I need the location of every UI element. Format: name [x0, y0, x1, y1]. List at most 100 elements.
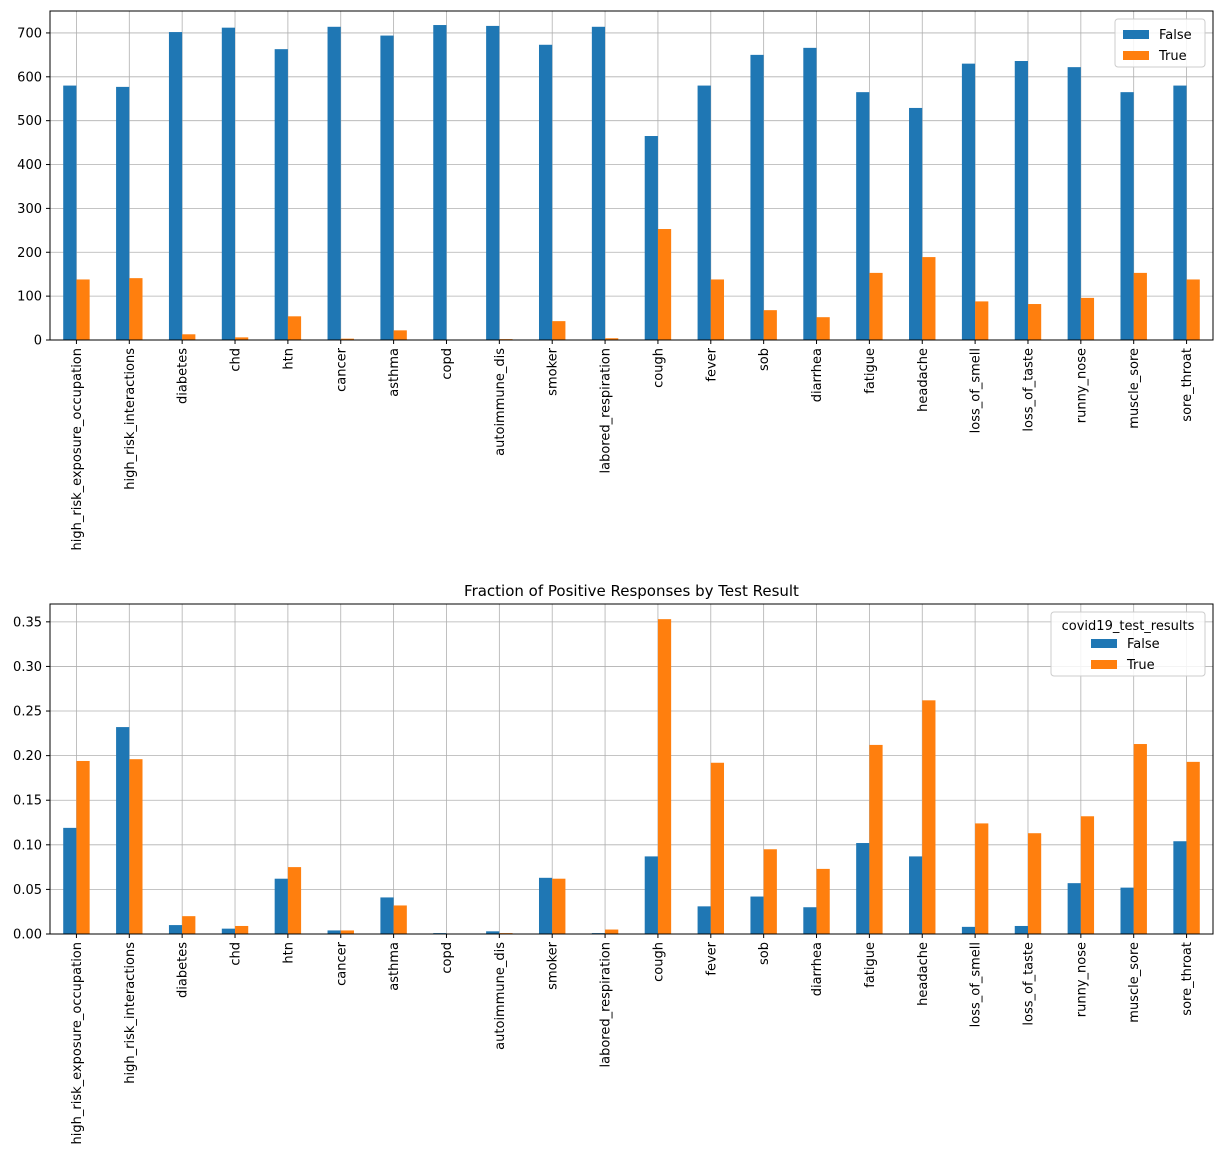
- bar: [552, 878, 566, 934]
- bar: [1120, 887, 1134, 934]
- x-tick-label: autoimmune_dis: [493, 348, 508, 456]
- x-tick-label: high_risk_exposure_occupation: [70, 348, 85, 550]
- x-tick-label: autoimmune_dis: [493, 942, 508, 1050]
- bar: [922, 700, 936, 934]
- y-tick-label: 100: [17, 290, 42, 305]
- bar: [750, 54, 764, 340]
- x-tick-label: sore_throat: [1180, 942, 1195, 1016]
- x-tick-label: cancer: [334, 347, 349, 391]
- bar: [1080, 816, 1095, 934]
- bar: [63, 85, 77, 340]
- bar: [803, 47, 817, 341]
- bar: [552, 321, 566, 340]
- y-tick-label: 0.35: [13, 615, 42, 630]
- y-tick-label: 0.30: [13, 660, 42, 675]
- bar: [168, 925, 183, 934]
- x-tick-label: asthma: [387, 348, 402, 397]
- bar: [76, 760, 90, 934]
- bar: [1173, 85, 1187, 340]
- bar: [856, 843, 870, 934]
- bar: [975, 823, 989, 934]
- y-tick-label: 500: [17, 114, 42, 129]
- x-tick-label: asthma: [387, 942, 402, 991]
- bar: [710, 762, 725, 934]
- bar: [221, 27, 236, 340]
- bar: [605, 338, 619, 340]
- bar: [538, 877, 553, 934]
- x-tick-label: loss_of_taste: [1021, 942, 1036, 1026]
- y-tick-label: 0.15: [13, 794, 42, 809]
- x-tick-label: diarrhea: [810, 942, 825, 996]
- bar: [287, 867, 302, 934]
- x-tick-label: muscle_sore: [1127, 942, 1142, 1023]
- bar: [1027, 304, 1042, 340]
- bar: [1027, 833, 1042, 934]
- x-tick-label: runny_nose: [1074, 942, 1089, 1017]
- legend-box: [1050, 611, 1206, 677]
- x-tick-label: fatigue: [863, 348, 878, 394]
- x-tick-label: diarrhea: [810, 348, 825, 402]
- bar: [922, 257, 936, 340]
- x-tick-label: htn: [281, 348, 296, 370]
- x-tick-label: cancer: [334, 941, 349, 985]
- bar: [182, 916, 196, 934]
- bar: [1186, 761, 1200, 934]
- bar: [380, 897, 394, 934]
- x-tick-label: fever: [704, 941, 719, 975]
- x-tick-label: loss_of_smell: [969, 348, 984, 433]
- bar: [76, 279, 90, 340]
- bar: [129, 278, 143, 340]
- bar: [1186, 279, 1200, 340]
- bar: [591, 26, 606, 341]
- bar: [182, 334, 196, 340]
- axes-frame: [49, 10, 1214, 341]
- x-tick-label: cough: [651, 942, 666, 982]
- chart-title: Fraction of Positive Responses by Test R…: [464, 582, 799, 600]
- legend-swatch: [1091, 660, 1117, 669]
- x-tick-label: chd: [229, 348, 244, 372]
- bar: [909, 107, 923, 340]
- bar: [116, 86, 130, 340]
- bar: [380, 35, 394, 340]
- legend-label: True: [1126, 658, 1155, 673]
- bar: [1067, 67, 1081, 341]
- bar: [644, 136, 658, 340]
- x-tick-label: headache: [916, 348, 931, 412]
- bar: [1067, 883, 1081, 934]
- bar: [869, 272, 883, 340]
- bar: [909, 856, 923, 934]
- bar: [1133, 744, 1147, 934]
- y-tick-label: 0.10: [13, 838, 42, 853]
- bar: [340, 338, 354, 340]
- x-tick-label: smoker: [546, 941, 561, 989]
- x-tick-label: diabetes: [176, 348, 191, 404]
- bar: [274, 878, 288, 934]
- x-tick-label: fever: [704, 347, 719, 381]
- x-tick-label: fatigue: [863, 942, 878, 988]
- x-tick-label: sore_throat: [1180, 348, 1195, 422]
- x-tick-label: smoker: [546, 347, 561, 395]
- x-tick-label: htn: [281, 942, 296, 964]
- bar: [1014, 61, 1028, 341]
- legend-title: covid19_test_results: [1062, 619, 1195, 634]
- x-tick-label: diabetes: [176, 942, 191, 998]
- x-tick-label: copd: [440, 942, 455, 974]
- bar: [538, 44, 553, 340]
- bar: [327, 930, 341, 934]
- bar: [327, 26, 341, 341]
- bar: [116, 727, 130, 934]
- bar: [697, 906, 711, 934]
- y-tick-label: 200: [17, 246, 42, 261]
- legend-label: False: [1127, 637, 1160, 652]
- bar: [816, 868, 830, 934]
- legend-swatch: [1123, 30, 1149, 39]
- bar: [750, 896, 764, 934]
- bar: [221, 928, 236, 934]
- bar: [1133, 272, 1147, 340]
- bar: [644, 856, 658, 934]
- y-tick-label: 0.25: [13, 705, 42, 720]
- bar: [816, 317, 830, 340]
- y-tick-label: 700: [17, 26, 42, 41]
- x-tick-label: labored_respiration: [599, 348, 614, 474]
